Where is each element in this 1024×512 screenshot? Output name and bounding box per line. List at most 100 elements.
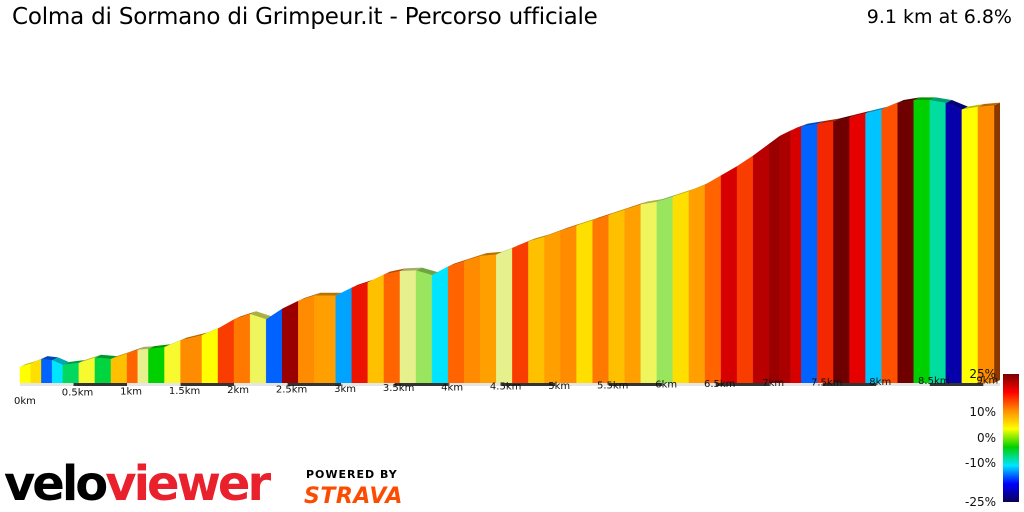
- gradient-scale-bar: [1003, 374, 1019, 502]
- profile-segment: [180, 335, 203, 384]
- profile-segment: [367, 274, 385, 384]
- profile-segment: [801, 123, 818, 384]
- profile-segment: [217, 319, 235, 384]
- x-tick-label: 0.5km: [62, 387, 93, 398]
- baseline-marker: [501, 383, 556, 386]
- powered-by-label: POWERED BY: [306, 468, 398, 481]
- x-tick-label: 7.5km: [811, 378, 842, 389]
- profile-top-segment: [977, 102, 1000, 107]
- profile-segment: [752, 143, 770, 384]
- profile-top-segment: [314, 292, 342, 296]
- profile-front-face: [19, 100, 995, 384]
- profile-segment: [164, 340, 181, 384]
- profile-top-segment: [849, 110, 872, 118]
- profile-end-wall: [994, 102, 1000, 383]
- profile-segment: [833, 117, 850, 384]
- x-tick-label: 4km: [441, 382, 463, 393]
- gradient-scale-legend: 25% 10% 0% -10% -25%: [965, 367, 1019, 509]
- profile-top-segment: [929, 97, 952, 103]
- profile-segment: [977, 105, 995, 384]
- profile-segment: [790, 126, 802, 384]
- profile-segment: [528, 236, 545, 384]
- baseline-marker: [822, 383, 877, 386]
- x-tick-label: 2km: [227, 385, 249, 396]
- profile-segment: [913, 100, 930, 384]
- profile-segment: [19, 363, 31, 384]
- profile-top-segment: [464, 253, 487, 262]
- profile-segment: [640, 201, 658, 384]
- profile-segment: [849, 113, 866, 384]
- x-tick-label: 0km: [14, 396, 36, 407]
- x-tick-label: 6km: [655, 380, 677, 391]
- profile-segment: [512, 241, 529, 384]
- profile-segment: [704, 175, 722, 384]
- profile-segment: [62, 362, 80, 384]
- profile-segment: [148, 346, 165, 384]
- profile-top-segment: [640, 199, 663, 205]
- profile-segment: [592, 214, 609, 384]
- x-tick-label: 3km: [334, 384, 356, 395]
- profile-segment: [961, 106, 979, 384]
- baseline-marker: [287, 383, 342, 386]
- baseline-marker: [715, 383, 770, 386]
- veloviewer-logo: veloviewer: [4, 456, 271, 510]
- profile-segment: [335, 287, 353, 384]
- profile-top-segment: [298, 292, 321, 301]
- profile-segment: [608, 209, 625, 384]
- profile-segment: [383, 271, 401, 384]
- x-tick-label: 5.5km: [597, 380, 628, 391]
- profile-segment: [431, 266, 449, 384]
- x-tick-label: 8.5km: [918, 376, 949, 387]
- profile-segment: [233, 313, 251, 384]
- profile-top-segment: [180, 332, 208, 341]
- profile-top-segment: [383, 268, 406, 275]
- profile-segment: [769, 135, 781, 384]
- profile-top-segment: [78, 354, 101, 364]
- page-title: Colma di Sormano di Grimpeur.it - Percor…: [12, 4, 598, 30]
- profile-top-segment: [656, 193, 679, 202]
- profile-segment: [688, 184, 706, 384]
- profile-segment: [560, 225, 577, 384]
- x-tick-label: 1.5km: [169, 386, 200, 397]
- profile-segment: [496, 247, 513, 384]
- profile-top-segment: [624, 201, 647, 210]
- profile-segment: [351, 282, 369, 384]
- profile-top-segment: [351, 279, 374, 288]
- veloviewer-strava-branding: veloviewer POWERED BY STRAVA: [4, 456, 402, 510]
- profile-segment: [249, 313, 267, 384]
- x-tick-label: 5km: [548, 381, 570, 392]
- profile-top-segment: [62, 360, 85, 366]
- profile-top-segment: [833, 114, 856, 122]
- profile-top-segment: [20, 360, 37, 367]
- profile-segment: [779, 130, 791, 384]
- scale-label-minus10: -10%: [965, 456, 996, 470]
- profile-segment: [624, 204, 641, 384]
- profile-segment: [945, 102, 963, 384]
- profile-top-segment: [560, 222, 583, 232]
- profile-top-segment: [448, 258, 471, 267]
- x-tick-label: 2.5km: [276, 385, 307, 396]
- profile-top-segment: [480, 251, 503, 257]
- profile-segment: [447, 261, 465, 384]
- x-tick-label: 9km: [976, 375, 998, 386]
- profile-segment: [110, 353, 128, 384]
- profile-segment: [415, 270, 433, 384]
- profile-segment: [480, 254, 497, 384]
- baseline-marker: [73, 383, 128, 386]
- profile-top-segment: [897, 97, 920, 103]
- veloviewer-logo-viewer: viewer: [105, 456, 271, 510]
- profile-segment: [126, 349, 138, 384]
- profile-top-segment: [865, 106, 888, 114]
- profile-top-segment: [528, 233, 551, 242]
- profile-segment: [94, 357, 112, 384]
- x-tick-label: 8km: [869, 377, 891, 388]
- profile-top-segment: [416, 267, 439, 276]
- x-tick-label: 1km: [120, 387, 142, 398]
- baseline-marker: [608, 383, 663, 386]
- profile-segment: [897, 100, 914, 384]
- profile-top-segment: [234, 311, 257, 320]
- profile-segment: [282, 300, 299, 384]
- profile-segment: [881, 102, 898, 384]
- profile-top-segment: [137, 346, 155, 350]
- profile-segment: [399, 270, 417, 384]
